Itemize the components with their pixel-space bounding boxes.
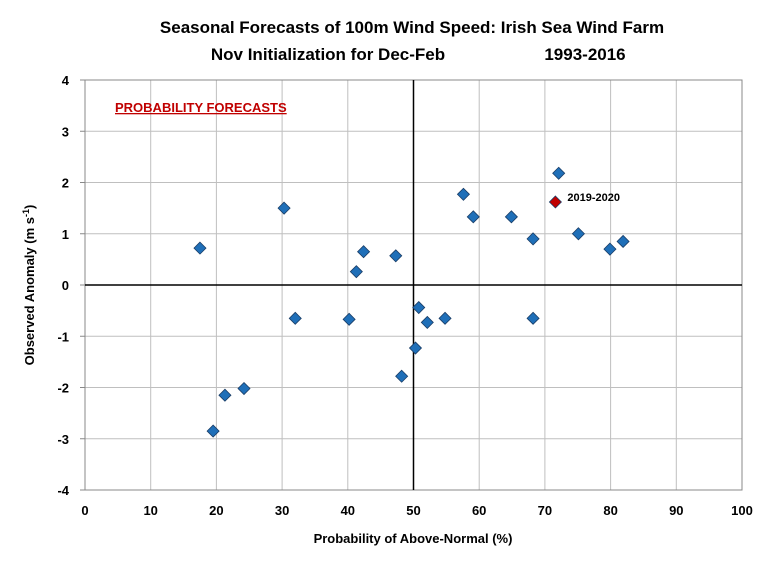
data-point [357,245,371,259]
highlight-point [548,195,562,209]
chart-title-line2: Nov Initialization for Dec-Feb [211,45,445,64]
data-point [456,187,470,201]
data-point [552,166,566,180]
data-point [395,369,409,383]
y-axis-label: Observed Anomaly (m s-1) [21,205,37,366]
data-point [277,201,291,215]
data-point [616,234,630,249]
data-point [603,242,617,256]
data-point [504,210,518,224]
annotation-probability-forecasts: PROBABILITY FORECASTS [115,100,287,115]
data-point [571,227,585,241]
x-tick-label: 90 [669,503,683,518]
data-point [389,249,403,263]
y-axis-label-end: ) [22,205,37,209]
data-point [237,381,251,396]
data-point [420,315,434,329]
chart-title-line1: Seasonal Forecasts of 100m Wind Speed: I… [160,18,664,37]
y-tick-label: 4 [62,73,70,88]
y-tick-label: -1 [57,329,69,344]
y-tick-label: -2 [57,381,69,396]
data-point [438,311,452,325]
x-tick-label: 10 [143,503,157,518]
y-axis-label-main: Observed Anomaly (m s [22,217,37,365]
x-tick-label: 80 [603,503,617,518]
data-point [218,388,232,402]
x-tick-label: 20 [209,503,223,518]
x-tick-label: 50 [406,503,420,518]
data-point [342,312,356,326]
data-point [526,232,540,246]
x-tick-label: 70 [538,503,552,518]
data-point [412,300,426,315]
x-tick-label: 30 [275,503,289,518]
x-tick-label: 0 [81,503,88,518]
data-point [349,265,363,279]
x-axis-label: Probability of Above-Normal (%) [314,531,513,546]
data-point [193,241,207,255]
y-tick-label: 1 [62,227,69,242]
y-tick-label: -4 [57,483,69,498]
chart-title-years: 1993-2016 [544,45,625,64]
highlight-label: 2019-2020 [567,192,620,204]
data-point [206,424,220,438]
y-tick-label: 0 [62,278,69,293]
data-point [408,341,423,355]
data-point [466,210,480,224]
y-tick-label: 3 [62,124,69,139]
data-point [288,311,302,325]
x-tick-label: 60 [472,503,486,518]
x-tick-label: 100 [731,503,753,518]
y-tick-label: 2 [62,176,69,191]
y-tick-label: -3 [57,432,69,447]
x-tick-label: 40 [341,503,355,518]
data-point [526,311,540,325]
y-axis-label-sup: -1 [21,209,31,217]
